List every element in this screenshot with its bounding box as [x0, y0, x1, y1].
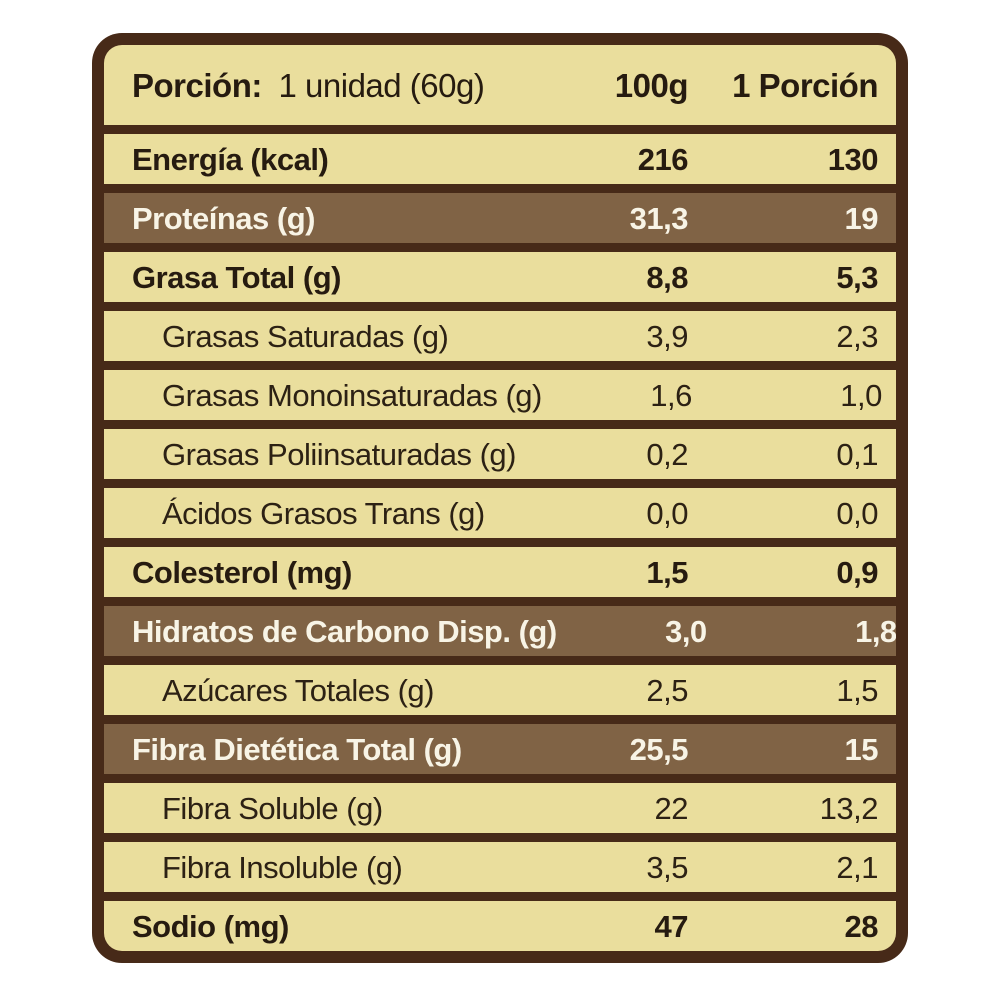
nutrition-table: Porción: 1 unidad (60g) 100g 1 Porción E… — [104, 45, 896, 951]
table-row-grasa-total: Grasa Total (g) 8,8 5,3 — [104, 252, 896, 302]
table-row-acidos-grasos-trans: Ácidos Grasos Trans (g) 0,0 0,0 — [104, 488, 896, 538]
value-portion: 2,1 — [836, 849, 878, 885]
value-100g: 1,6 — [650, 377, 692, 413]
row-label: Sodio (mg) — [132, 908, 289, 944]
row-label: Fibra Dietética Total (g) — [132, 731, 462, 767]
row-label: Grasas Saturadas (g) — [162, 318, 449, 354]
value-100g: 47 — [654, 908, 689, 944]
row-label: Energía (kcal) — [132, 141, 329, 177]
table-row-grasas-monoinsaturadas: Grasas Monoinsaturadas (g) 1,6 1,0 — [104, 370, 896, 420]
table-row-grasas-poliinsaturadas: Grasas Poliinsaturadas (g) 0,2 0,1 — [104, 429, 896, 479]
value-portion: 0,9 — [836, 554, 878, 590]
table-header-row: Porción: 1 unidad (60g) 100g 1 Porción — [104, 45, 896, 125]
value-portion: 0,0 — [836, 495, 878, 531]
value-portion: 1,8 — [855, 613, 896, 649]
value-100g: 0,2 — [646, 436, 688, 472]
table-row-colesterol: Colesterol (mg) 1,5 0,9 — [104, 547, 896, 597]
table-row-fibra-soluble: Fibra Soluble (g) 22 13,2 — [104, 783, 896, 833]
value-100g: 31,3 — [629, 200, 689, 236]
value-portion: 1,0 — [840, 377, 882, 413]
table-row-sodio: Sodio (mg) 47 28 — [104, 901, 896, 951]
value-100g: 22 — [654, 790, 689, 826]
serving-value: 1 unidad (60g) — [278, 66, 485, 104]
serving-label: Porción: — [132, 66, 262, 104]
row-label: Grasas Monoinsaturadas (g) — [162, 377, 542, 413]
value-100g: 3,9 — [646, 318, 688, 354]
value-portion: 130 — [827, 141, 879, 177]
value-100g: 1,5 — [646, 554, 688, 590]
value-100g: 216 — [637, 141, 689, 177]
table-row-fibra-dietetica: Fibra Dietética Total (g) 25,5 15 — [104, 724, 896, 774]
value-100g: 2,5 — [646, 672, 688, 708]
value-portion: 15 — [844, 731, 879, 767]
row-label: Hidratos de Carbono Disp. (g) — [132, 613, 557, 649]
row-label: Colesterol (mg) — [132, 554, 352, 590]
row-label: Fibra Insoluble (g) — [162, 849, 403, 885]
value-portion: 2,3 — [836, 318, 878, 354]
value-100g: 8,8 — [646, 259, 688, 295]
column-header-100g: 100g — [614, 66, 689, 104]
row-label: Fibra Soluble (g) — [162, 790, 383, 826]
value-portion: 28 — [844, 908, 879, 944]
table-row-proteinas: Proteínas (g) 31,3 19 — [104, 193, 896, 243]
row-label: Grasa Total (g) — [132, 259, 341, 295]
table-row-grasas-saturadas: Grasas Saturadas (g) 3,9 2,3 — [104, 311, 896, 361]
value-portion: 13,2 — [819, 790, 879, 826]
row-label: Proteínas (g) — [132, 200, 315, 236]
nutrition-table-frame: Porción: 1 unidad (60g) 100g 1 Porción E… — [92, 33, 908, 963]
table-row-hidratos-carbono: Hidratos de Carbono Disp. (g) 3,0 1,8 — [104, 606, 896, 656]
row-label: Ácidos Grasos Trans (g) — [162, 495, 485, 531]
value-portion: 5,3 — [836, 259, 878, 295]
value-100g: 3,0 — [665, 613, 707, 649]
row-label: Grasas Poliinsaturadas (g) — [162, 436, 517, 472]
row-label: Azúcares Totales (g) — [162, 672, 435, 708]
table-row-energia: Energía (kcal) 216 130 — [104, 134, 896, 184]
value-portion: 0,1 — [836, 436, 878, 472]
value-portion: 19 — [844, 200, 879, 236]
serving-cell: Porción: 1 unidad (60g) — [104, 69, 538, 102]
table-row-azucares-totales: Azúcares Totales (g) 2,5 1,5 — [104, 665, 896, 715]
table-row-fibra-insoluble: Fibra Insoluble (g) 3,5 2,1 — [104, 842, 896, 892]
value-portion: 1,5 — [836, 672, 878, 708]
value-100g: 0,0 — [646, 495, 688, 531]
column-header-portion: 1 Porción — [732, 66, 878, 104]
value-100g: 25,5 — [629, 731, 689, 767]
value-100g: 3,5 — [646, 849, 688, 885]
